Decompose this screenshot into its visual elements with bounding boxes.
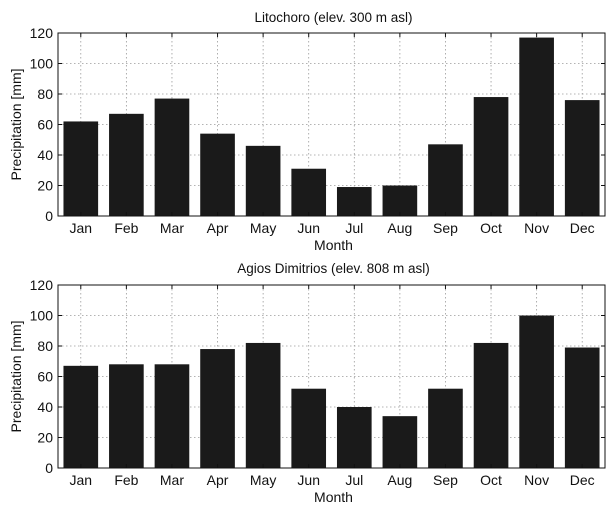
bar-dec: [564, 100, 600, 216]
bar-nov: [519, 315, 554, 468]
bar-jan: [63, 365, 99, 468]
y-tick-label: 100: [30, 308, 54, 324]
y-tick-label: 80: [37, 86, 53, 102]
x-axis-label: Month: [314, 237, 353, 253]
bar-dec: [564, 347, 600, 468]
y-tick-label: 80: [37, 338, 53, 354]
bar-oct: [473, 342, 509, 468]
bar-feb: [109, 113, 144, 216]
bar-aug: [382, 416, 418, 468]
x-tick-label-mar: Mar: [160, 220, 184, 236]
x-tick-label-may: May: [250, 220, 276, 236]
y-tick-label: 40: [37, 399, 53, 415]
bar-apr: [200, 349, 235, 468]
x-tick-label-dec: Dec: [570, 472, 595, 488]
y-tick-label: 20: [37, 430, 53, 446]
x-tick-label-aug: Aug: [387, 472, 412, 488]
y-tick-label: 0: [45, 460, 53, 476]
y-tick-label: 40: [37, 147, 53, 163]
x-tick-label-oct: Oct: [480, 472, 502, 488]
bar-mar: [154, 98, 190, 216]
bar-aug: [382, 185, 418, 216]
x-tick-label-sep: Sep: [433, 220, 458, 236]
bar-sep: [428, 144, 463, 216]
x-tick-label-jan: Jan: [70, 220, 93, 236]
x-tick-label-oct: Oct: [480, 220, 502, 236]
bar-feb: [109, 364, 144, 468]
y-tick-label: 60: [37, 369, 53, 385]
bar-apr: [200, 133, 235, 216]
x-tick-label-jun: Jun: [297, 220, 320, 236]
bar-jan: [63, 121, 99, 216]
y-tick-label: 120: [30, 25, 54, 41]
x-tick-label-feb: Feb: [114, 220, 138, 236]
chart-title-1: Litochoro (elev. 300 m asl): [254, 10, 412, 25]
bar-jul: [336, 407, 372, 468]
y-tick-label: 60: [37, 117, 53, 133]
bar-jun: [291, 168, 327, 216]
bar-sep: [428, 388, 463, 468]
bar-jul: [336, 187, 372, 216]
y-tick-label: 0: [45, 208, 53, 224]
x-tick-label-mar: Mar: [160, 472, 184, 488]
x-tick-label-jul: Jul: [345, 220, 363, 236]
x-tick-label-apr: Apr: [207, 472, 229, 488]
x-tick-label-nov: Nov: [524, 220, 549, 236]
x-tick-label-nov: Nov: [524, 472, 549, 488]
y-tick-label: 100: [30, 56, 54, 72]
x-tick-label-dec: Dec: [570, 220, 595, 236]
y-axis-label: Precipitation [mm]: [8, 320, 24, 432]
chart-title-2: Agios Dimitrios (elev. 808 m asl): [237, 261, 430, 276]
x-tick-label-jan: Jan: [70, 472, 93, 488]
x-tick-label-feb: Feb: [114, 472, 138, 488]
x-axis-label: Month: [314, 489, 353, 505]
bar-mar: [154, 364, 190, 468]
x-tick-label-jul: Jul: [345, 472, 363, 488]
x-tick-label-apr: Apr: [207, 220, 229, 236]
bar-may: [245, 342, 281, 468]
x-tick-label-sep: Sep: [433, 472, 458, 488]
bar-nov: [519, 37, 554, 217]
x-tick-label-may: May: [250, 472, 276, 488]
y-tick-label: 20: [37, 178, 53, 194]
bar-jun: [291, 388, 327, 468]
bar-may: [245, 145, 281, 216]
y-tick-label: 120: [30, 277, 54, 293]
bar-oct: [473, 97, 509, 216]
x-tick-label-aug: Aug: [387, 220, 412, 236]
y-axis-label: Precipitation [mm]: [8, 68, 24, 180]
x-tick-label-jun: Jun: [297, 472, 320, 488]
